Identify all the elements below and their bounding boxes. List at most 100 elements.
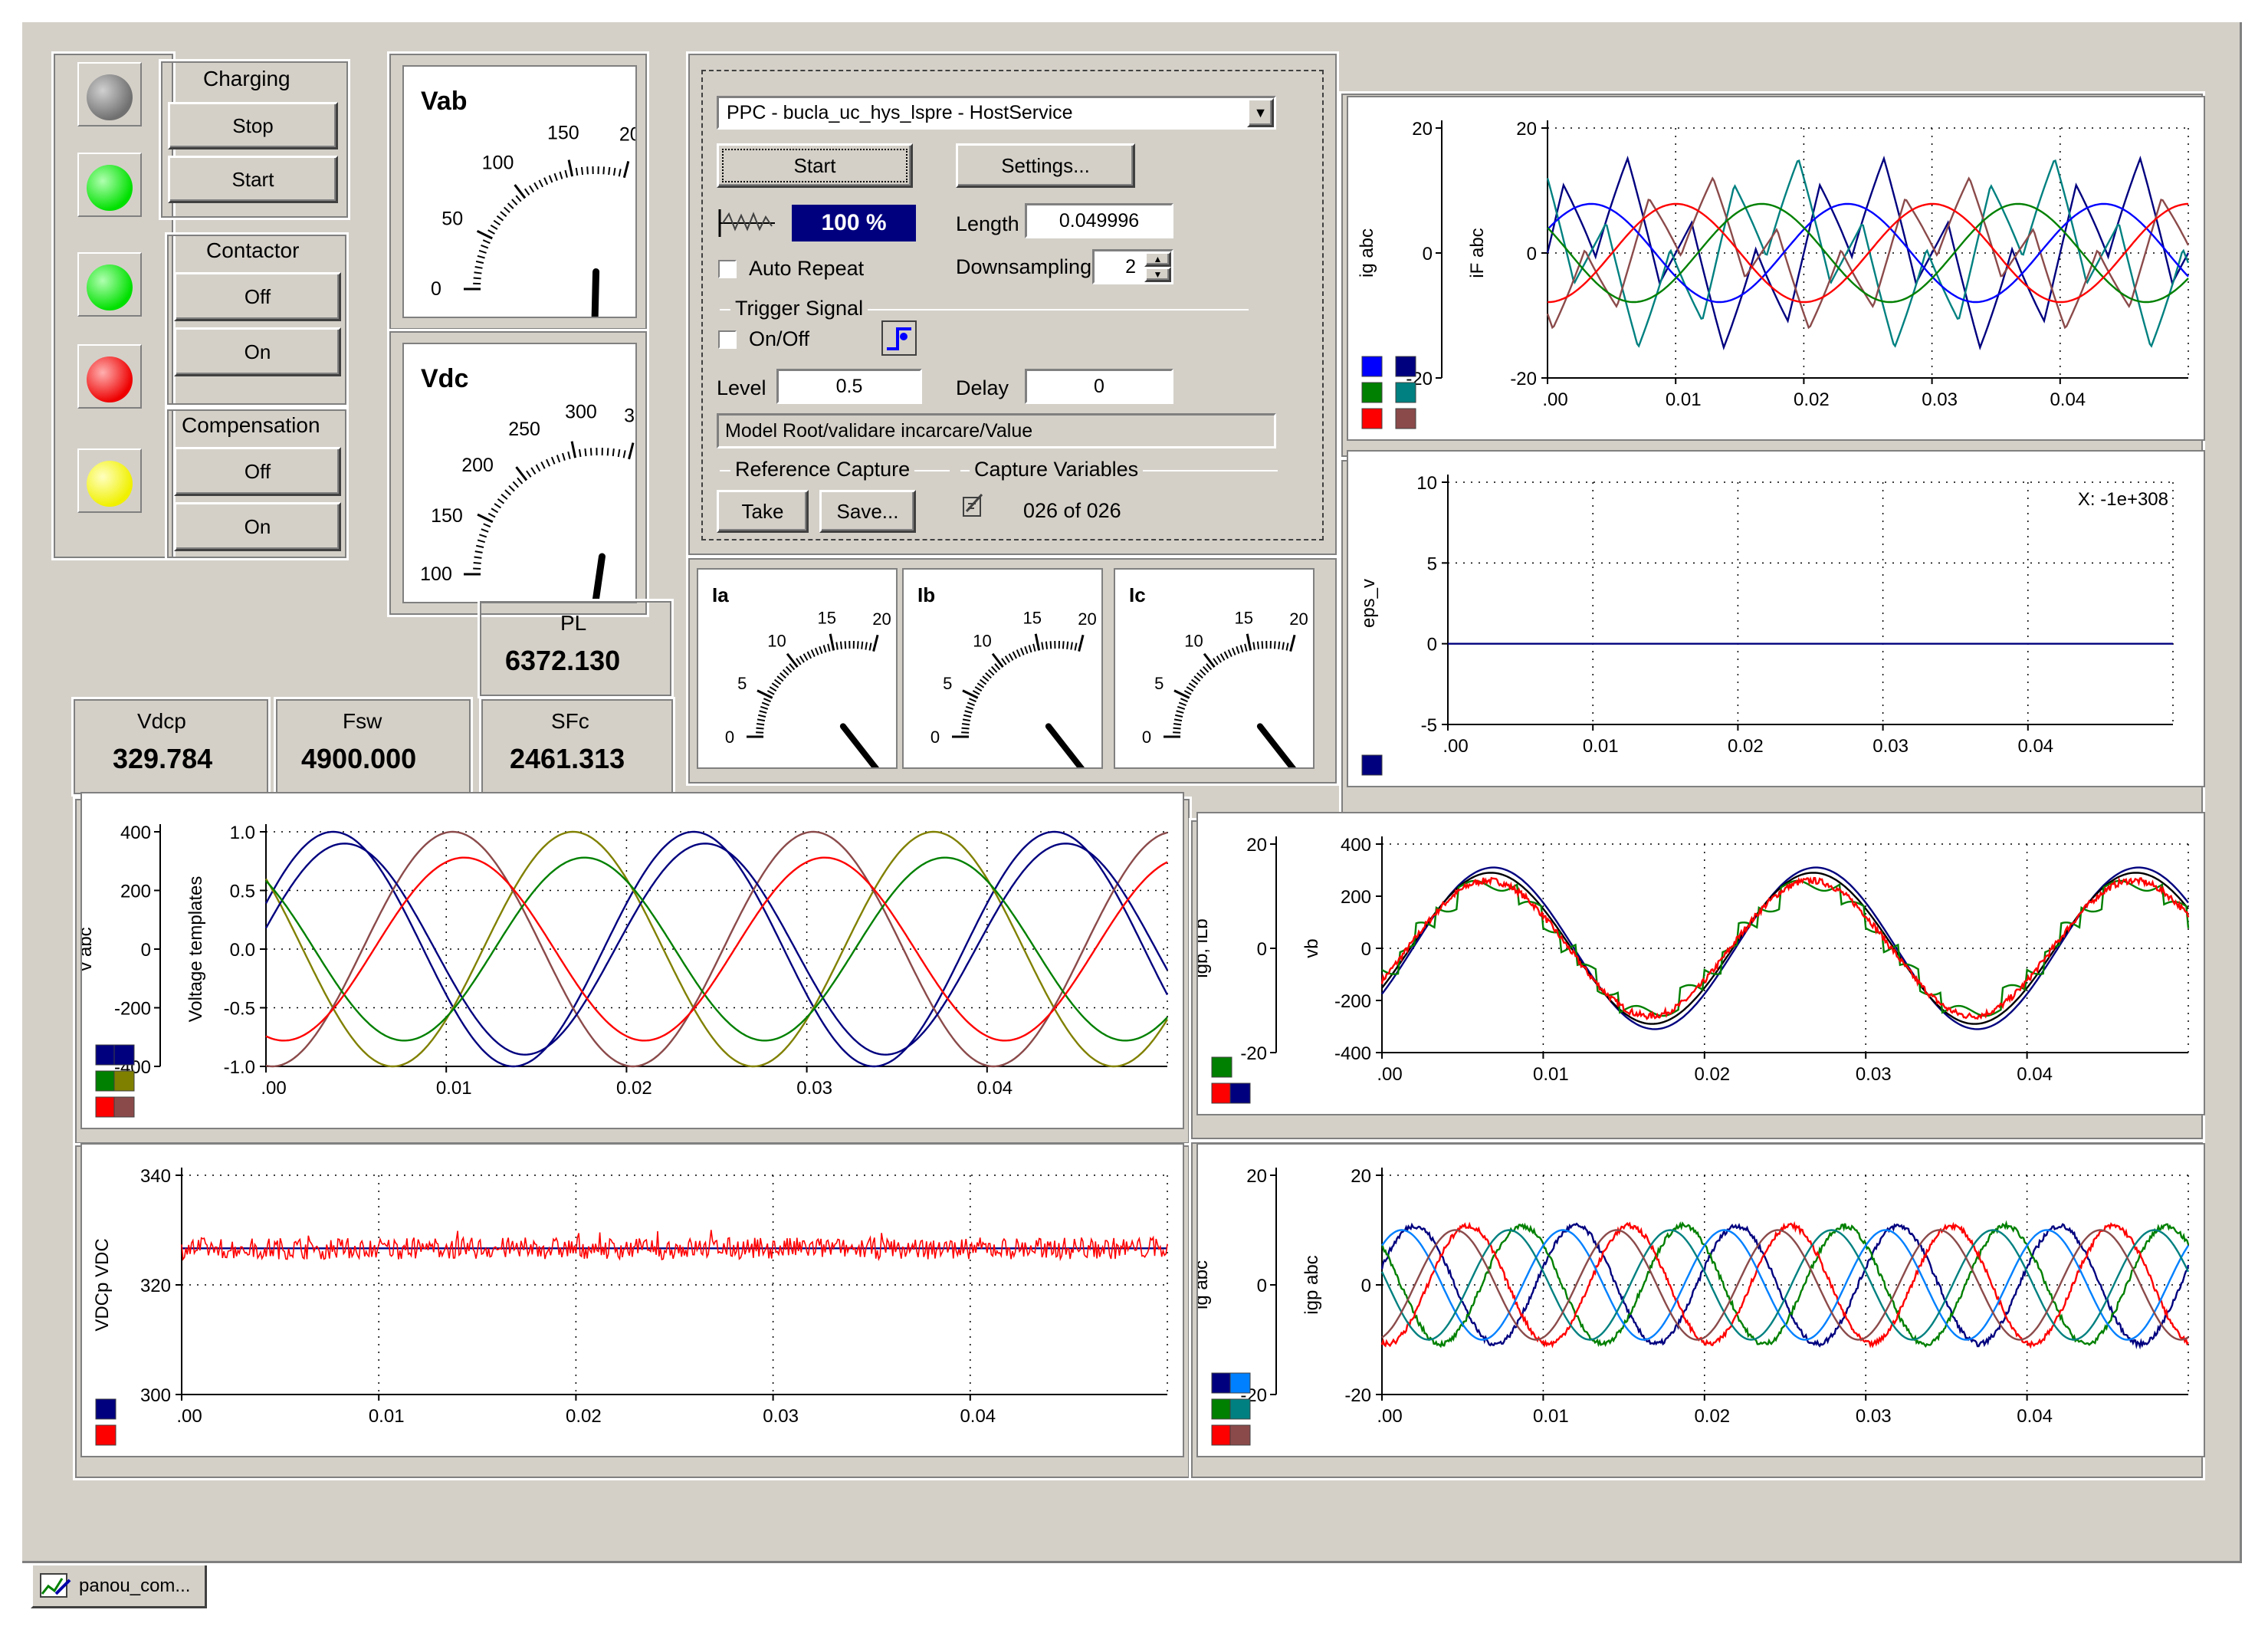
meter-needle (1045, 723, 1094, 784)
x-tick-label: 0.04 (976, 1078, 1013, 1099)
trigger-path-field[interactable]: Model Root/validare incarcare/Value (717, 413, 1276, 448)
downsampling-up-button[interactable]: ▲ (1144, 251, 1171, 267)
legend-swatch (1361, 382, 1383, 403)
length-input[interactable]: 0.049996 (1025, 203, 1173, 238)
led-box-4 (77, 344, 142, 409)
meter-tick (769, 686, 777, 692)
ia-gauge: Ia 0 5 10 15 20 (712, 583, 891, 784)
meter-needle (590, 268, 600, 364)
meter-tick (474, 556, 482, 559)
delay-input[interactable]: 0 (1025, 369, 1173, 404)
series-line-0 (264, 830, 1169, 1068)
capture-start-button[interactable]: Start (717, 143, 913, 188)
meter-tick (567, 159, 574, 177)
y-axis-label: Voltage templates (185, 876, 206, 1023)
legend-swatch (1361, 754, 1383, 776)
meter-tick-label: 150 (431, 505, 463, 527)
series-line-1 (1546, 159, 2190, 348)
legend-swatch (1211, 1082, 1232, 1104)
meter-tick (476, 229, 493, 240)
contactor-title: Contactor (206, 238, 300, 262)
x-tick-label: .00 (176, 1406, 202, 1427)
meter-tick (535, 464, 541, 472)
meter-tick (1078, 634, 1085, 652)
capture-settings-button[interactable]: Settings... (956, 143, 1135, 188)
x-tick-label: .00 (1377, 1406, 1402, 1427)
vab-meter: Vab 0 50 100 150 200 (402, 65, 652, 364)
capture-variables-icon[interactable] (959, 490, 990, 521)
meter-tick (550, 456, 556, 465)
meter-tick-label: 5 (737, 674, 747, 693)
save-button[interactable]: Save... (819, 490, 916, 533)
meter-tick (481, 528, 489, 533)
meter-tick (508, 485, 515, 492)
meter-tick (1278, 641, 1281, 649)
meter-tick (819, 646, 823, 654)
meter-tick (564, 169, 568, 178)
meter-tick (961, 727, 970, 730)
x-tick-label: 0.03 (1856, 1406, 1892, 1427)
meter-tick (589, 448, 592, 456)
plot-vdc: .00 0.01 0.02 0.03 0.04 340 320 300 VDCp VDC (80, 1143, 1184, 1457)
compensation-title: Compensation (182, 413, 320, 437)
y-tick-label-right: 0 (1361, 939, 1371, 960)
charging-start-button[interactable]: Start (168, 156, 338, 203)
meter-tick (1176, 710, 1184, 714)
level-input[interactable]: 0.5 (776, 369, 922, 404)
y-tick-label-left: 0 (1423, 244, 1433, 264)
take-button[interactable]: Take (717, 490, 809, 533)
service-dropdown-button[interactable]: ▼ (1247, 98, 1274, 127)
legend-swatch (1229, 1082, 1251, 1104)
meter-tick (578, 448, 582, 458)
meter-tick (982, 675, 990, 682)
contactor-on-button[interactable]: On (174, 327, 341, 376)
meter-tick (776, 675, 784, 682)
meter-tick (543, 177, 549, 186)
meter-tick (546, 458, 551, 467)
compensation-off-button[interactable]: Off (174, 447, 341, 496)
x-tick-label: 0.02 (1728, 736, 1764, 757)
meter-tick (515, 195, 522, 202)
x-tick-label: .00 (261, 1078, 286, 1099)
meter-tick (1178, 701, 1187, 706)
compensation-on-button[interactable]: On (174, 502, 341, 551)
meter-tick (974, 686, 983, 692)
y-tick-label-right: -0.5 (224, 999, 255, 1020)
charging-stop-button[interactable]: Stop (168, 102, 338, 149)
trigger-onoff-label: On/Off (749, 327, 810, 350)
vdc-gauge: Vdc 100 150 200 250 300 350 (420, 364, 656, 651)
service-select[interactable]: PPC - bucla_uc_hys_lspre - HostService (717, 96, 1276, 130)
auto-repeat-checkbox[interactable] (718, 260, 737, 278)
meter-tick (786, 652, 799, 669)
meter-tick (1028, 645, 1032, 653)
meter-tick (967, 701, 975, 706)
contactor-off-button[interactable]: Off (174, 272, 341, 321)
x-tick-label: 0.02 (566, 1406, 602, 1427)
vab-gauge: Vab 0 50 100 150 200 (421, 87, 652, 364)
x-tick-label: 0.03 (1872, 736, 1909, 757)
panel-chart-icon (40, 1572, 71, 1598)
legend-swatch (95, 1044, 117, 1066)
trigger-onoff-checkbox[interactable] (718, 330, 737, 349)
meter-tick (1049, 641, 1052, 649)
y-tick-label-left: 300 (140, 1385, 171, 1406)
y-axis-label: igb, iLb (1198, 918, 1212, 977)
x-tick-label: 0.04 (2050, 389, 2086, 410)
meter-tick (1190, 678, 1199, 685)
panel-tab[interactable]: panou_com... (31, 1565, 207, 1608)
x-tick-label: 0.03 (796, 1078, 832, 1099)
meter-tick (1203, 652, 1216, 669)
plot-vabc: .00 0.01 0.02 0.03 0.04 400 200 0 -200 -400 1.0 0.5… (75, 792, 1184, 1129)
meter-tick-label: 350 (624, 406, 635, 427)
legend-swatch (113, 1096, 135, 1118)
legend-swatch (1361, 408, 1383, 429)
trigger-edge-icon[interactable] (881, 320, 917, 356)
x-tick-label: 0.04 (2017, 1406, 2053, 1427)
legend-swatch (1229, 1398, 1251, 1420)
meter-tick (990, 665, 998, 673)
downsampling-down-button[interactable]: ▼ (1144, 267, 1171, 282)
meter-tick (991, 652, 1004, 669)
meter-needle (585, 553, 606, 651)
vdc-meter-frame (387, 329, 649, 617)
